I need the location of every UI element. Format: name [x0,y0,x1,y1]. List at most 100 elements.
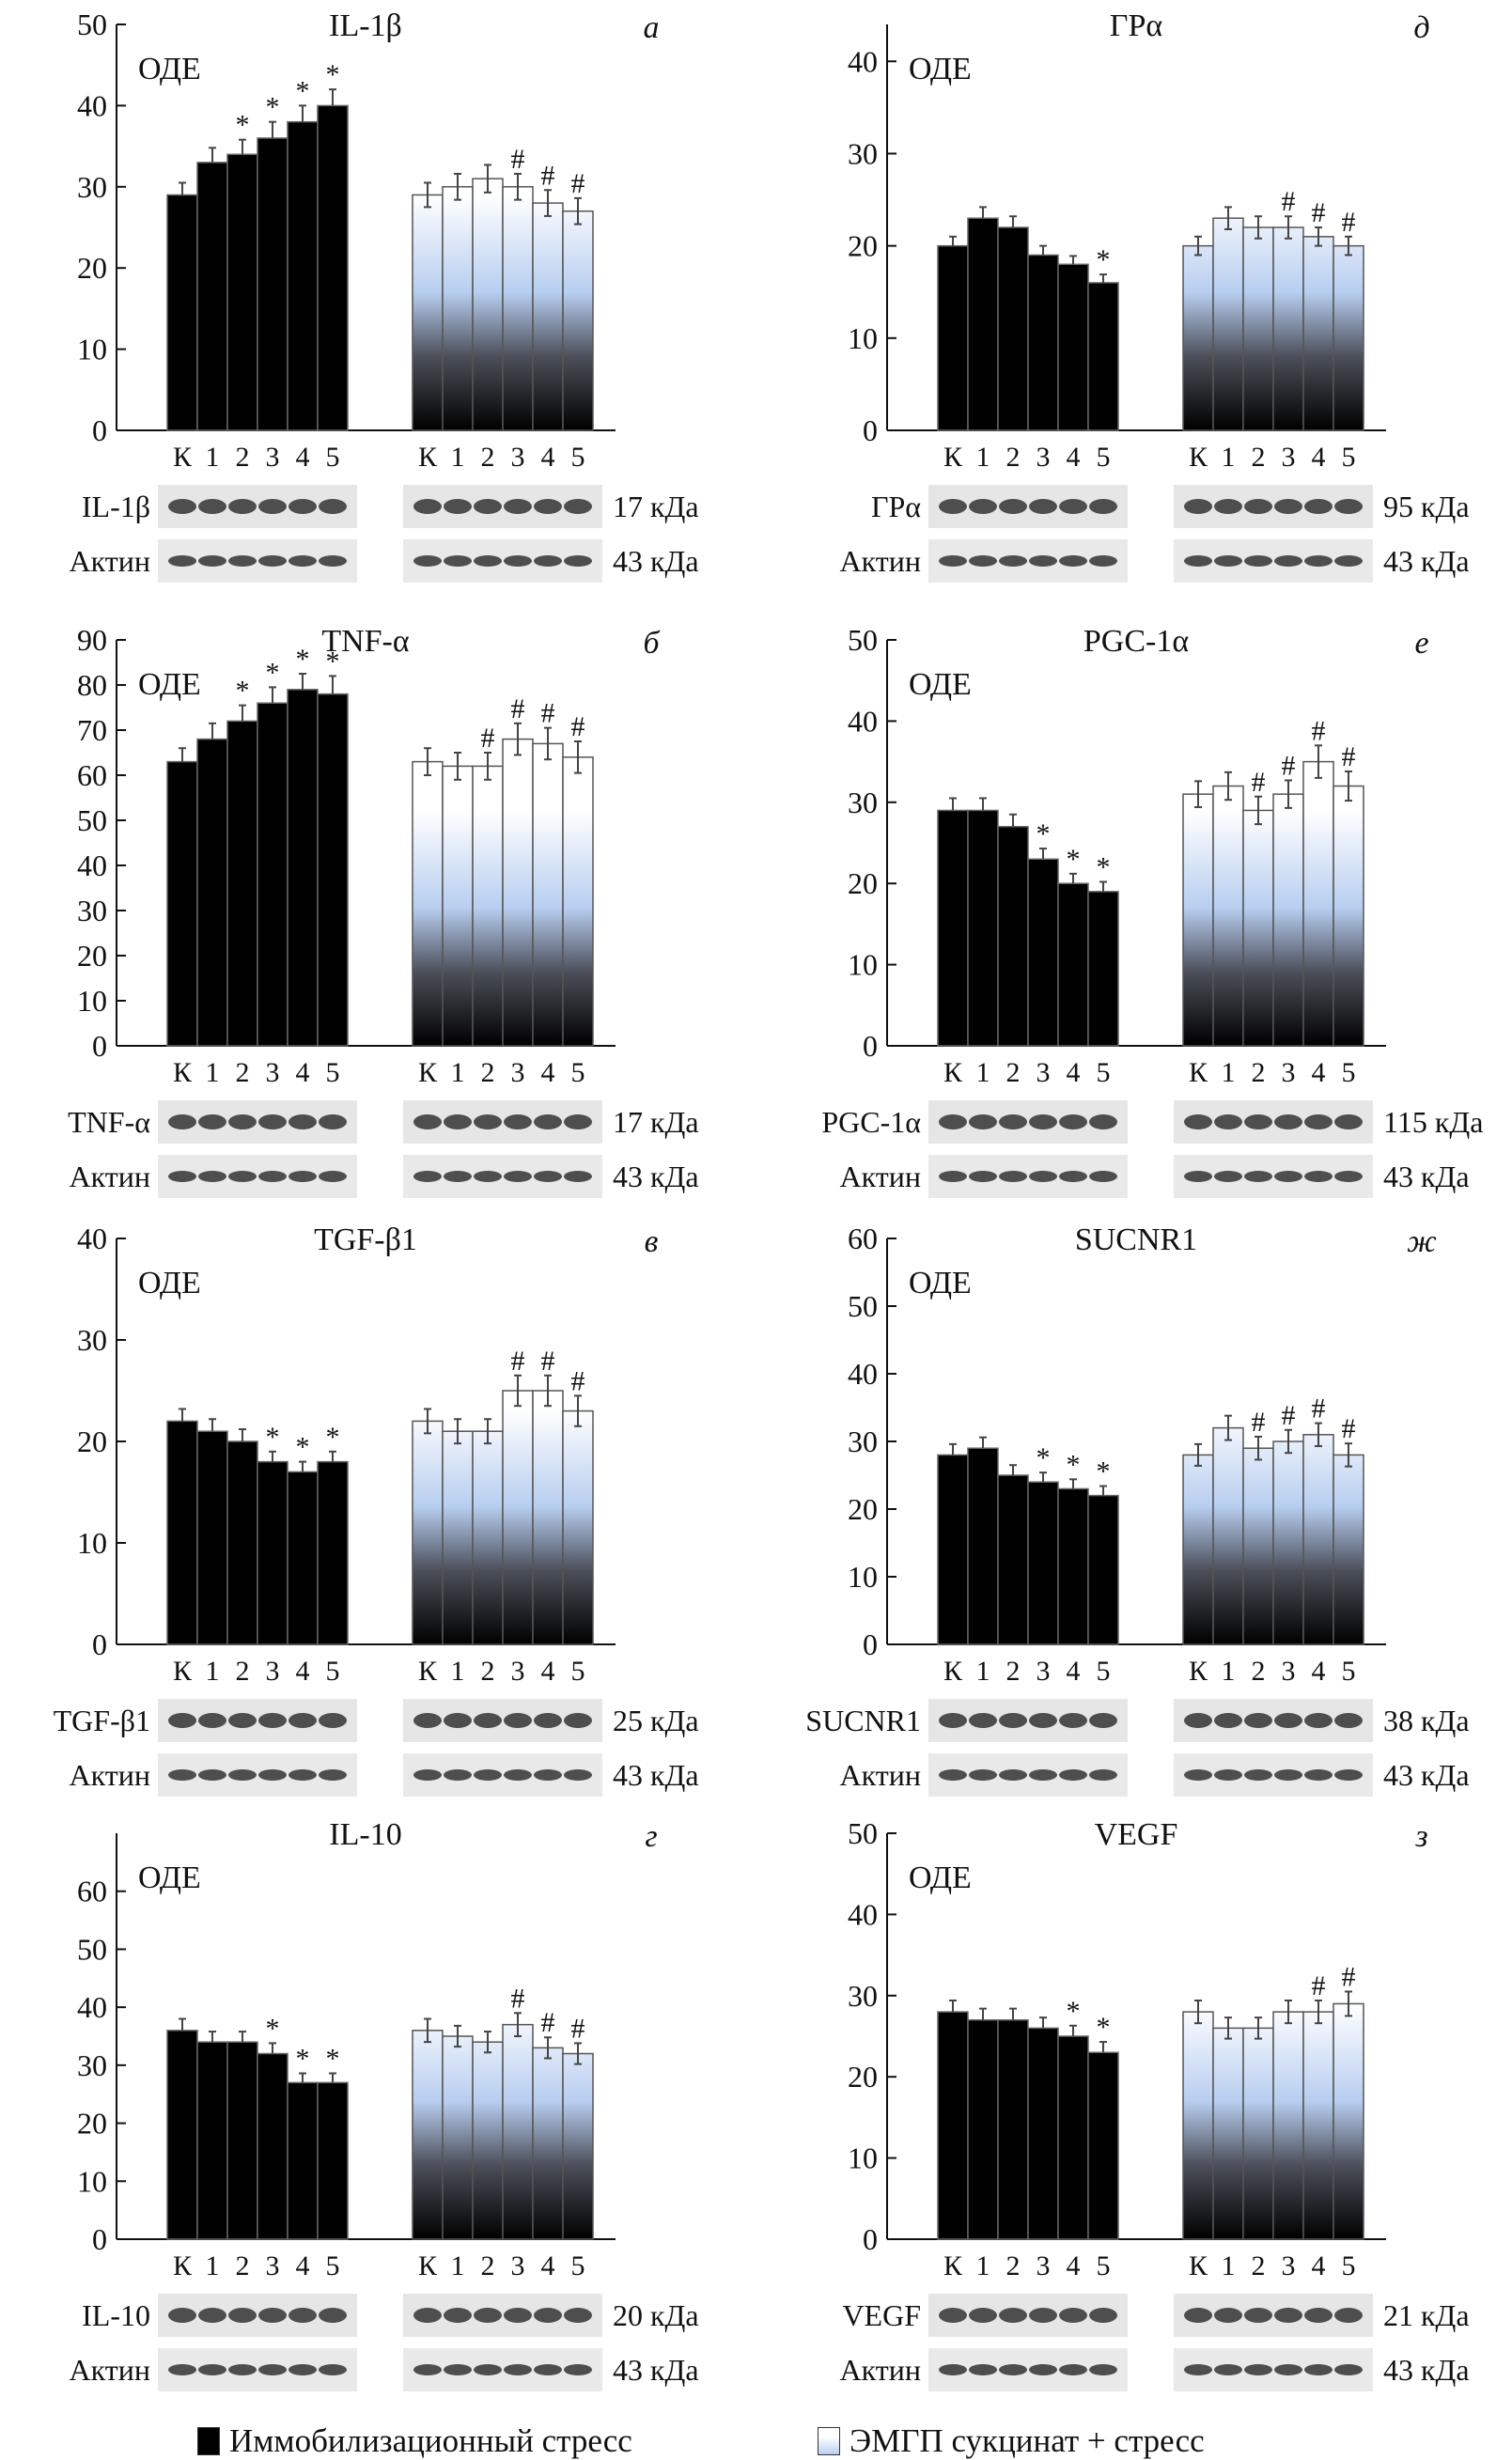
x-category-label: 4 [296,2250,310,2281]
bar-stress [317,2081,349,2240]
y-tick-label: 0 [863,1627,878,1661]
blot-band [1029,2308,1057,2323]
actin-band [1059,1769,1087,1781]
y-unit-label: ОДЕ [138,667,201,702]
protein-kda-label: 21 кДа [1383,2298,1470,2332]
blot-protein-label: TGF-β1 [54,1704,150,1737]
blot-protein-label: IL-10 [82,2298,150,2332]
y-tick-label: 60 [77,1875,107,1908]
blot-band [444,1713,472,1728]
protein-kda-label: 17 кДа [613,1105,699,1139]
blot-band [1334,1713,1363,1728]
bar-stress [257,137,288,431]
x-category-label: 2 [236,1057,250,1088]
bar-succinate [472,2041,504,2240]
actin-band [1244,555,1272,567]
actin-band [228,1769,257,1781]
x-category-label: 4 [541,442,555,473]
blot-band [198,1713,226,1728]
chart-title: SUCNR1 [1075,1222,1197,1257]
significance-mark: * [296,75,310,106]
actin-band [1304,2364,1333,2375]
actin-band [1274,1769,1302,1781]
actin-band [1244,1171,1272,1182]
actin-band [1334,1769,1363,1781]
significance-mark: * [266,2013,280,2044]
x-category-label: 1 [1222,1656,1236,1687]
bar-succinate [532,742,564,1047]
blot-protein-label: IL-1β [82,490,150,523]
bar-succinate [1272,793,1304,1047]
actin-band [198,2364,226,2375]
significance-mark: # [511,693,525,724]
blot-band [228,1713,257,1728]
bar-succinate [562,1409,594,1645]
actin-band [939,2364,967,2375]
bar-succinate [1302,236,1334,431]
x-category-label: 2 [1006,1656,1021,1687]
blot-band [1274,2308,1302,2323]
x-category-label: К [1189,2250,1208,2281]
bar-succinate [1242,1447,1274,1645]
actin-band [474,1171,502,1182]
significance-mark: * [326,2043,340,2074]
actin-band [564,555,592,567]
bar-succinate [1182,244,1214,431]
legend-label-stress: Иммобилизационный стресс [229,2422,632,2459]
x-category-label: 1 [1222,1057,1236,1088]
bar-stress [997,226,1029,431]
panel-letter: а [644,10,660,45]
actin-band [1334,1171,1363,1182]
panel-letter: д [1413,10,1429,45]
x-category-label: 5 [326,1656,340,1687]
y-unit-label: ОДЕ [138,52,201,86]
x-category-label: 5 [1342,1057,1356,1088]
actin-band [258,2364,287,2375]
significance-mark: # [1312,1970,1326,2001]
actin-band [1184,1769,1212,1781]
protein-kda-label: 20 кДа [613,2298,699,2332]
y-tick-label: 10 [77,1526,107,1560]
bar-succinate [1302,2011,1334,2240]
blot-band [474,1114,502,1129]
x-category-label: 1 [451,1656,465,1687]
bar-succinate [1242,809,1274,1047]
actin-band [1274,1171,1302,1182]
significance-mark: # [1282,750,1296,781]
y-unit-label: ОДЕ [138,1861,201,1895]
blot-band [258,2308,287,2323]
y-tick-label: 50 [77,1932,107,1966]
protein-kda-label: 115 кДа [1383,1105,1483,1139]
blot-band [999,499,1027,514]
y-tick-label: 40 [848,44,878,78]
blot-band [1244,2308,1272,2323]
actin-band [999,1769,1027,1781]
y-tick-label: 30 [848,786,878,819]
actin-band [534,2364,562,2375]
y-tick-label: 60 [77,758,107,792]
x-category-label: 1 [1222,442,1236,473]
bar-succinate [1333,785,1364,1047]
actin-band [319,1171,347,1182]
bar-stress [287,1471,319,1645]
significance-mark: # [541,1346,555,1377]
blot-actin-label: Актин [70,2353,150,2387]
significance-mark: * [1097,851,1111,882]
bar-stress [967,2018,999,2240]
actin-band [1029,555,1057,567]
actin-band [1334,555,1363,567]
blot-band [319,1114,347,1129]
bar-succinate [1272,1440,1304,1645]
y-tick-label: 50 [848,623,878,657]
actin-band [999,555,1027,567]
blot-protein-label: ГРα [871,490,921,523]
bar-stress [196,1430,228,1645]
blot-band [1244,1114,1272,1129]
actin-band [939,1769,967,1781]
bar-stress [226,1440,258,1645]
bar-succinate [412,194,444,431]
